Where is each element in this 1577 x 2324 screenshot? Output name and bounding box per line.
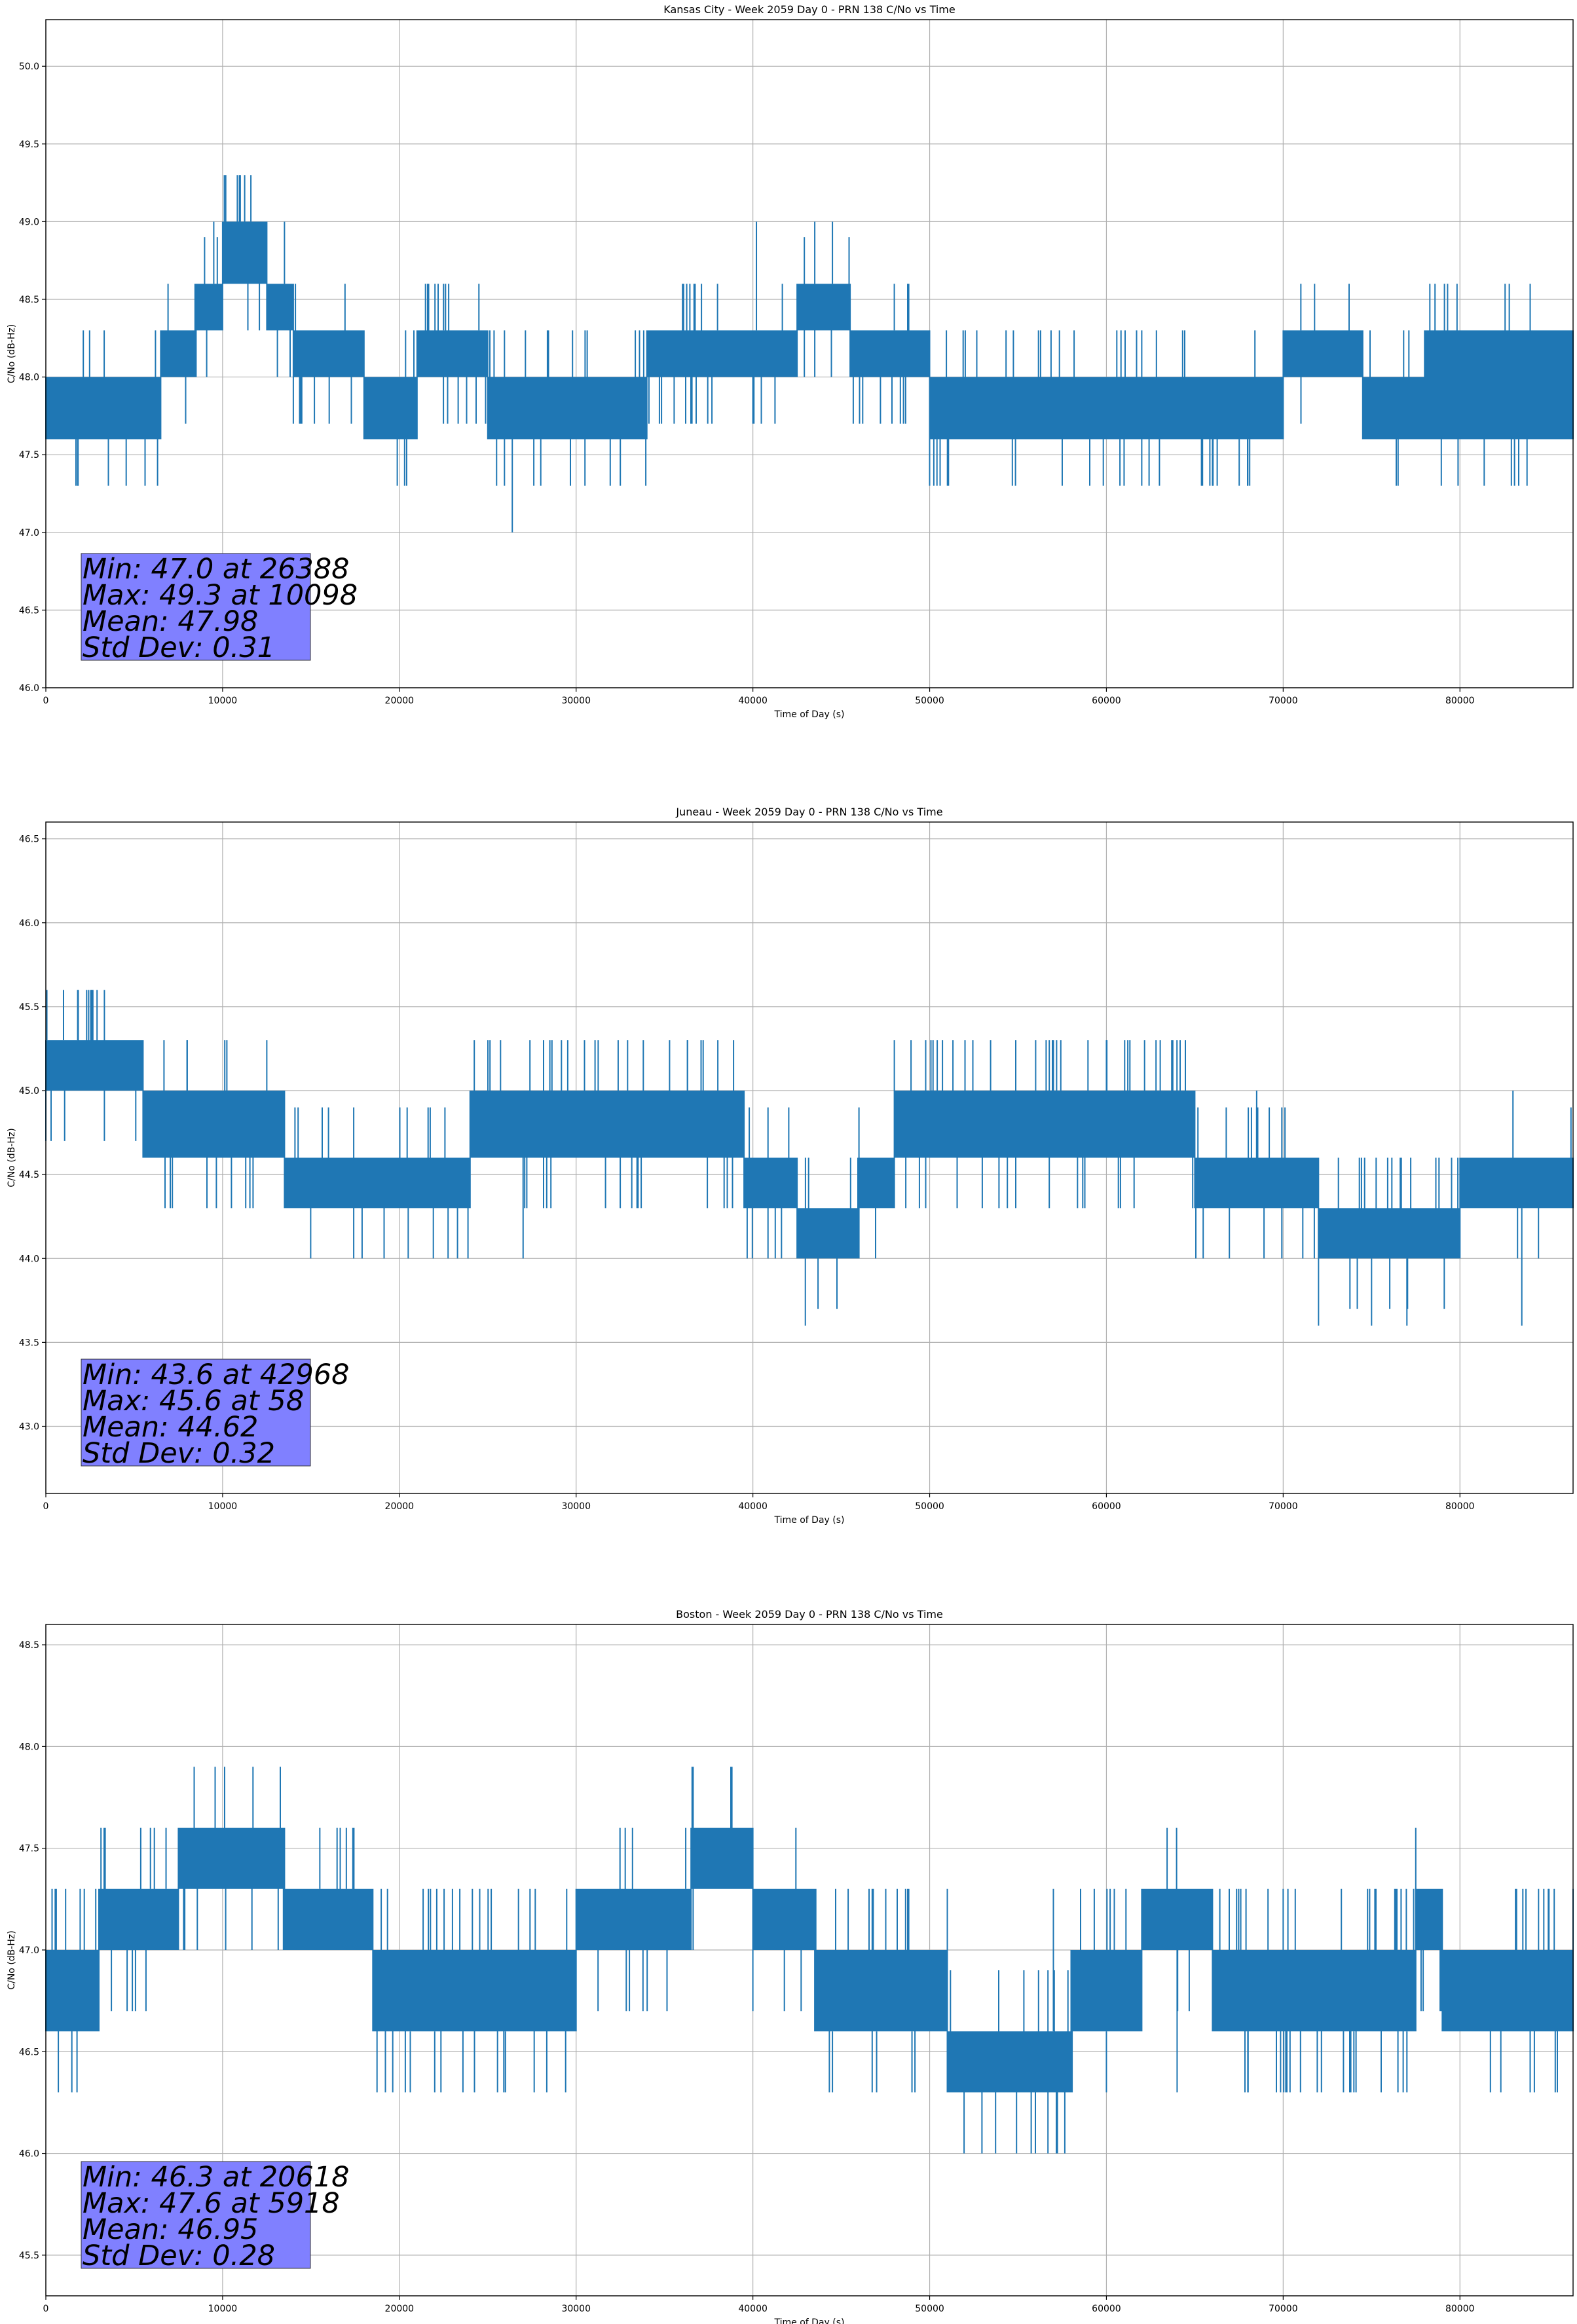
x-tick-label: 80000 <box>1445 1501 1475 1512</box>
x-tick-label: 60000 <box>1092 2304 1121 2314</box>
x-tick-label: 20000 <box>385 1501 415 1512</box>
x-tick-label: 10000 <box>208 2304 238 2314</box>
y-tick-label: 44.0 <box>19 1254 39 1264</box>
stats-line: Max: 47.6 at 5918 <box>83 2187 340 2220</box>
stats-line: Mean: 47.98 <box>83 605 258 638</box>
stats-line: Std Dev: 0.31 <box>83 631 275 664</box>
y-tick-label: 50.0 <box>19 62 39 72</box>
stats-box <box>81 1359 311 1467</box>
x-tick-label: 40000 <box>738 2304 768 2314</box>
plot-frame <box>45 19 1574 688</box>
y-tick-label: 45.0 <box>19 1086 39 1096</box>
x-tick-label: 10000 <box>208 1501 238 1512</box>
plot-frame <box>45 821 1574 1494</box>
y-tick-label: 43.5 <box>19 1338 39 1348</box>
x-tick-label: 40000 <box>738 696 768 706</box>
x-tick-label: 0 <box>43 2304 49 2314</box>
y-tick-label: 47.0 <box>19 1945 39 1956</box>
x-tick-label: 60000 <box>1092 1501 1121 1512</box>
x-tick-label: 50000 <box>915 2304 944 2314</box>
y-tick-label: 48.0 <box>19 373 39 383</box>
stats-line: Mean: 46.95 <box>83 2213 258 2246</box>
y-axis-label: C/No (dB-Hz) <box>7 1930 17 1989</box>
y-tick-label: 49.0 <box>19 217 39 227</box>
y-tick-label: 46.5 <box>19 834 39 845</box>
stats-line: Std Dev: 0.28 <box>83 2240 275 2272</box>
x-tick-label: 50000 <box>915 696 944 706</box>
y-tick-label: 47.5 <box>19 1844 39 1854</box>
y-tick-label: 49.5 <box>19 140 39 150</box>
chart-1: 0 10000 20000 30000 40000 50000 60000 70000 8000… <box>7 806 1574 1526</box>
x-tick-label: 70000 <box>1269 2304 1298 2314</box>
y-tick-label: 46.0 <box>19 2149 39 2160</box>
stats-box <box>81 2161 311 2269</box>
x-tick-label: 80000 <box>1445 2304 1475 2314</box>
y-tick-label: 46.5 <box>19 605 39 616</box>
x-tick-label: 0 <box>43 696 49 706</box>
x-tick-label: 30000 <box>561 1501 591 1512</box>
y-tick-label: 44.5 <box>19 1170 39 1180</box>
x-tick-label: 80000 <box>1445 696 1475 706</box>
y-tick-label: 46.5 <box>19 2047 39 2057</box>
chart-title: Juneau - Week 2059 Day 0 - PRN 138 C/No … <box>675 806 942 818</box>
y-tick-label: 45.5 <box>19 2251 39 2261</box>
stats-box <box>81 553 311 661</box>
stats-line: Max: 45.6 at 58 <box>83 1385 304 1417</box>
x-tick-label: 30000 <box>561 2304 591 2314</box>
x-axis-label: Time of Day (s) <box>774 1515 845 1526</box>
stats-line: Std Dev: 0.32 <box>83 1437 275 1470</box>
stats-line: Mean: 44.62 <box>83 1411 258 1444</box>
x-tick-label: 0 <box>43 1501 49 1512</box>
x-axis-label: Time of Day (s) <box>774 2317 845 2324</box>
y-axis-label: C/No (dB-Hz) <box>7 324 17 383</box>
x-tick-label: 20000 <box>385 2304 415 2314</box>
x-tick-label: 40000 <box>738 1501 768 1512</box>
x-tick-label: 70000 <box>1269 696 1298 706</box>
y-tick-label: 47.0 <box>19 528 39 538</box>
y-tick-label: 46.0 <box>19 918 39 929</box>
y-tick-label: 46.0 <box>19 683 39 694</box>
plot-frame <box>45 1624 1574 2296</box>
series-cno-band <box>45 990 1574 1309</box>
x-tick-label: 60000 <box>1092 696 1121 706</box>
x-tick-label: 20000 <box>385 696 415 706</box>
chart-0: 0 10000 20000 30000 40000 50000 60000 70000 8000… <box>7 3 1574 720</box>
y-tick-label: 48.0 <box>19 1742 39 1752</box>
stats-line: Min: 46.3 at 20618 <box>83 2161 350 2194</box>
chart-2: 0 10000 20000 30000 40000 50000 60000 70000 8000… <box>7 1608 1574 2324</box>
chart-title: Boston - Week 2059 Day 0 - PRN 138 C/No … <box>676 1608 943 1621</box>
x-tick-label: 50000 <box>915 1501 944 1512</box>
y-tick-label: 45.5 <box>19 1002 39 1013</box>
chart-title: Kansas City - Week 2059 Day 0 - PRN 138 … <box>663 3 955 16</box>
x-tick-label: 70000 <box>1269 1501 1298 1512</box>
y-axis-label: C/No (dB-Hz) <box>7 1128 17 1187</box>
y-tick-label: 48.5 <box>19 1640 39 1651</box>
y-tick-label: 48.5 <box>19 295 39 305</box>
y-tick-label: 47.5 <box>19 450 39 460</box>
x-tick-label: 10000 <box>208 696 238 706</box>
x-tick-label: 30000 <box>561 696 591 706</box>
x-axis-label: Time of Day (s) <box>774 709 845 720</box>
y-tick-label: 43.0 <box>19 1422 39 1433</box>
stats-line: Min: 43.6 at 42968 <box>83 1359 350 1391</box>
series-cno-band <box>45 1767 1574 2154</box>
stats-line: Min: 47.0 at 26388 <box>83 553 350 586</box>
stats-line: Max: 49.3 at 10098 <box>83 579 358 612</box>
